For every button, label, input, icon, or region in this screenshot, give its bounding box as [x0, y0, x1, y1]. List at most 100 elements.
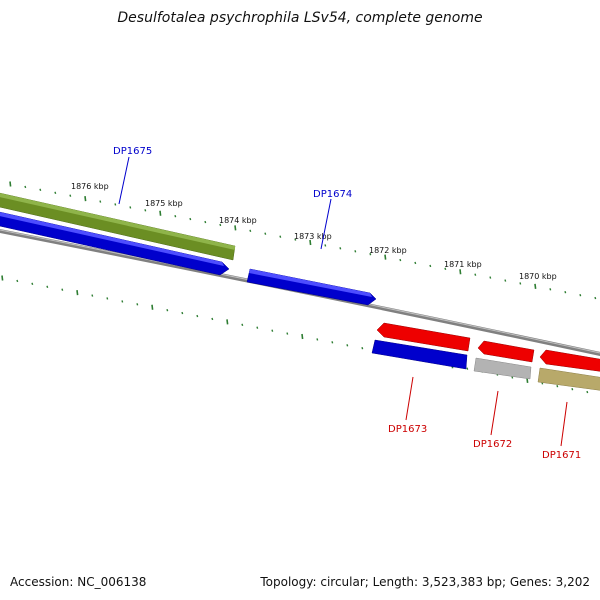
- minor-tick: [136, 303, 139, 306]
- major-tick: [76, 290, 79, 296]
- gene-label-dp1674[interactable]: DP1674: [313, 189, 352, 200]
- minor-tick: [121, 300, 124, 303]
- minor-tick: [181, 311, 184, 315]
- ruler-label-1874: 1874 kbp: [219, 216, 257, 225]
- minor-tick: [571, 387, 574, 391]
- minor-tick: [54, 191, 57, 194]
- ruler-label-1873: 1873 kbp: [294, 232, 332, 241]
- major-tick: [459, 269, 462, 275]
- gene-dp1674-arrow-highlight: [249, 269, 372, 297]
- ruler-label-1875: 1875 kbp: [145, 199, 183, 208]
- minor-tick: [46, 285, 49, 288]
- minor-tick: [331, 341, 334, 344]
- major-tick: [309, 239, 312, 246]
- gene-dp1673-red-arrow[interactable]: [376, 322, 471, 352]
- leader-dp1674: [320, 198, 332, 250]
- gene-label-dp1671[interactable]: DP1671: [542, 450, 581, 461]
- minor-tick: [504, 279, 507, 282]
- major-tick: [9, 181, 12, 187]
- minor-tick: [219, 223, 222, 227]
- gene-dp1671-khaki-bar[interactable]: [537, 367, 600, 391]
- leader-dp1671: [560, 401, 568, 447]
- gene-label-dp1675[interactable]: DP1675: [113, 146, 152, 157]
- minor-tick: [324, 244, 327, 247]
- minor-tick: [429, 264, 432, 268]
- major-tick: [159, 210, 162, 216]
- ruler-label-1871: 1871 kbp: [444, 260, 482, 269]
- minor-tick: [144, 209, 147, 212]
- minor-tick: [204, 220, 207, 224]
- minor-tick: [31, 282, 34, 286]
- upper-tick-row: [9, 181, 597, 300]
- minor-tick: [256, 326, 259, 329]
- minor-tick: [189, 217, 192, 221]
- minor-tick: [414, 261, 417, 265]
- minor-tick: [211, 317, 214, 321]
- minor-tick: [106, 297, 109, 300]
- minor-tick: [556, 385, 559, 388]
- ruler-label-1872: 1872 kbp: [369, 246, 407, 255]
- minor-tick: [466, 367, 469, 370]
- major-tick: [226, 319, 229, 325]
- gene-label-dp1673[interactable]: DP1673: [388, 424, 427, 435]
- minor-tick: [339, 247, 342, 250]
- minor-tick: [346, 344, 349, 347]
- minor-tick: [174, 214, 177, 218]
- ruler-label-1870: 1870 kbp: [519, 272, 557, 281]
- major-tick: [84, 196, 87, 202]
- minor-tick: [166, 308, 169, 312]
- major-tick: [384, 254, 387, 260]
- minor-tick: [399, 258, 402, 262]
- minor-tick: [286, 332, 289, 335]
- minor-tick: [586, 390, 589, 394]
- minor-tick: [249, 229, 252, 233]
- leader-dp1675: [118, 156, 130, 205]
- gene-dp1672-red-arrow[interactable]: [477, 340, 535, 363]
- minor-tick: [511, 376, 514, 379]
- minor-tick: [279, 235, 282, 238]
- minor-tick: [354, 250, 357, 253]
- minor-tick: [16, 279, 19, 283]
- genome-backbone: [0, 228, 600, 356]
- minor-tick: [91, 294, 94, 297]
- major-tick: [534, 283, 537, 289]
- leader-dp1672: [490, 390, 499, 436]
- topology-summary-text: Topology: circular; Length: 3,523,383 bp…: [260, 575, 590, 589]
- minor-tick: [564, 291, 567, 294]
- minor-tick: [444, 267, 447, 271]
- gene-label-dp1672[interactable]: DP1672: [473, 439, 512, 450]
- minor-tick: [24, 185, 27, 189]
- minor-tick: [196, 314, 199, 318]
- leader-dp1673: [405, 376, 414, 421]
- minor-tick: [579, 293, 582, 297]
- minor-tick: [294, 238, 297, 241]
- minor-tick: [361, 346, 364, 350]
- gene-olive-bar-highlight: [0, 193, 235, 250]
- major-tick: [234, 225, 237, 231]
- minor-tick: [594, 296, 597, 300]
- minor-tick: [369, 252, 372, 256]
- gene-dp1671-red-arrow[interactable]: [539, 349, 600, 372]
- minor-tick: [474, 273, 477, 276]
- gene-dp1675-arrow-highlight: [0, 212, 224, 266]
- minor-tick: [114, 203, 117, 206]
- minor-tick: [271, 329, 274, 332]
- gene-dp1673-blue-bar[interactable]: [371, 339, 468, 370]
- minor-tick: [241, 323, 244, 327]
- minor-tick: [129, 206, 132, 209]
- major-tick: [151, 304, 154, 310]
- minor-tick: [489, 276, 492, 279]
- minor-tick: [316, 338, 319, 341]
- accession-text: Accession: NC_006138: [10, 575, 147, 589]
- minor-tick: [264, 232, 267, 235]
- minor-tick: [61, 288, 64, 291]
- map-title: Desulfotalea psychrophila LSv54, complet…: [117, 10, 483, 26]
- minor-tick: [519, 282, 522, 285]
- gene-dp1672-gray-bar[interactable]: [473, 357, 532, 380]
- minor-tick: [69, 194, 72, 197]
- minor-tick: [99, 200, 102, 203]
- ruler-label-1876: 1876 kbp: [71, 182, 109, 191]
- major-tick: [301, 333, 304, 340]
- minor-tick: [549, 288, 552, 291]
